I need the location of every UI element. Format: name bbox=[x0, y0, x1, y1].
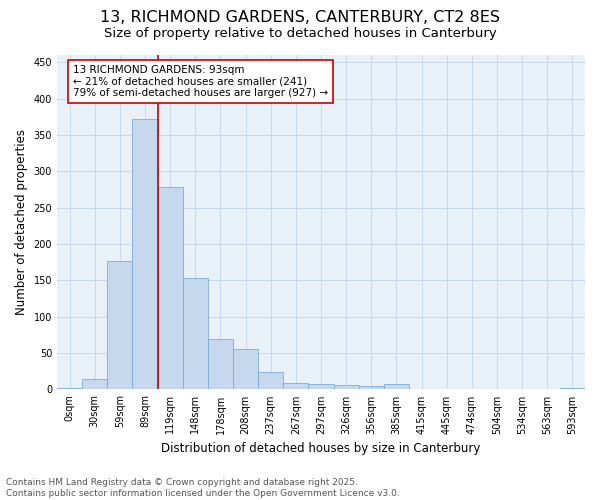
Bar bbox=[57, 388, 82, 390]
Bar bbox=[308, 384, 334, 390]
Text: 13, RICHMOND GARDENS, CANTERBURY, CT2 8ES: 13, RICHMOND GARDENS, CANTERBURY, CT2 8E… bbox=[100, 10, 500, 25]
Bar bbox=[158, 188, 183, 390]
Bar bbox=[133, 119, 158, 390]
Bar bbox=[334, 385, 359, 390]
Bar bbox=[258, 372, 283, 390]
X-axis label: Distribution of detached houses by size in Canterbury: Distribution of detached houses by size … bbox=[161, 442, 481, 455]
Bar bbox=[384, 384, 409, 390]
Bar bbox=[183, 278, 208, 390]
Bar bbox=[359, 386, 384, 390]
Bar bbox=[208, 338, 233, 390]
Bar bbox=[283, 383, 308, 390]
Text: 13 RICHMOND GARDENS: 93sqm
← 21% of detached houses are smaller (241)
79% of sem: 13 RICHMOND GARDENS: 93sqm ← 21% of deta… bbox=[73, 65, 328, 98]
Bar bbox=[82, 378, 107, 390]
Text: Size of property relative to detached houses in Canterbury: Size of property relative to detached ho… bbox=[104, 28, 496, 40]
Y-axis label: Number of detached properties: Number of detached properties bbox=[15, 129, 28, 315]
Bar bbox=[560, 388, 585, 390]
Bar bbox=[107, 260, 133, 390]
Bar bbox=[409, 388, 434, 390]
Bar bbox=[233, 350, 258, 390]
Text: Contains HM Land Registry data © Crown copyright and database right 2025.
Contai: Contains HM Land Registry data © Crown c… bbox=[6, 478, 400, 498]
